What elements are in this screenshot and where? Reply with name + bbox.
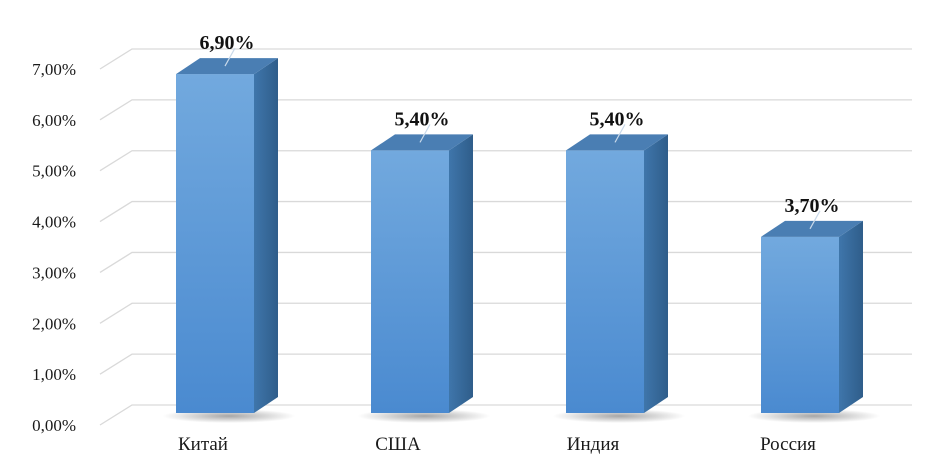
- y-tick-label: 2,00%: [32, 314, 76, 333]
- category-label: Китай: [178, 434, 228, 455]
- y-axis-ticks: 0,00% 1,00% 2,00% 3,00% 4,00% 5,00% 6,00% 7,00%: [32, 60, 76, 435]
- y-tick-label: 3,00%: [32, 263, 76, 282]
- y-tick-label: 1,00%: [32, 365, 76, 384]
- data-labels: 6,90% 5,40% 5,40% 3,70%: [200, 32, 840, 217]
- y-tick-label: 0,00%: [32, 416, 76, 435]
- bar: [747, 210, 881, 423]
- data-label: 3,70%: [785, 195, 840, 217]
- y-tick-label: 5,00%: [32, 162, 76, 181]
- y-tick-label: 4,00%: [32, 213, 76, 232]
- gridline: [99, 48, 912, 70]
- x-axis-categories: Китай США Индия Россия: [178, 434, 816, 455]
- y-tick-label: 6,00%: [32, 111, 76, 130]
- category-label: Россия: [760, 434, 816, 455]
- data-label: 5,40%: [395, 108, 450, 130]
- data-label: 6,90%: [200, 32, 255, 54]
- bar: [552, 124, 686, 423]
- gridline: [99, 99, 912, 121]
- y-tick-label: 7,00%: [32, 60, 76, 79]
- bar: [162, 47, 296, 423]
- gridlines: [99, 48, 912, 426]
- bars: [162, 47, 881, 423]
- data-label: 5,40%: [590, 108, 645, 130]
- category-label: США: [375, 434, 421, 455]
- bar: [357, 124, 491, 423]
- category-label: Индия: [567, 434, 620, 455]
